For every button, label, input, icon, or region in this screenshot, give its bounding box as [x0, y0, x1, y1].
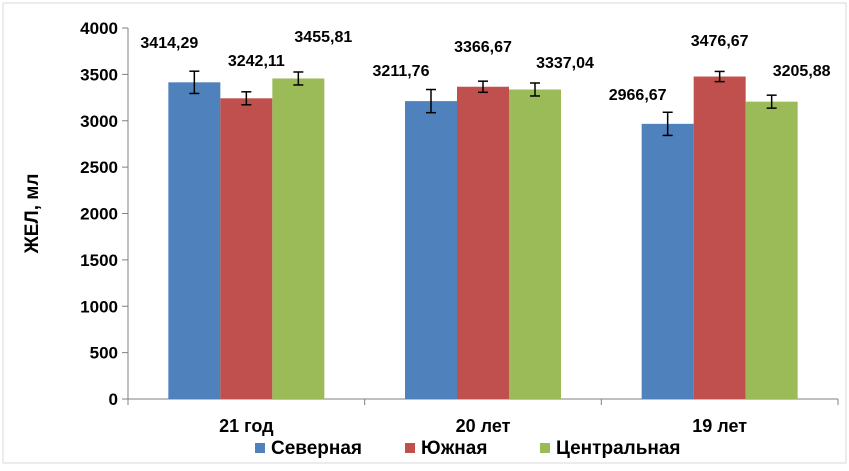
legend-swatch-3	[540, 443, 550, 453]
data-label: 3414,29	[140, 35, 198, 52]
data-label: 2966,67	[609, 87, 667, 104]
x-category-label: 21 год	[219, 416, 274, 436]
x-category-label: 19 лет	[692, 416, 747, 436]
data-label: 3242,11	[228, 53, 285, 70]
y-tick-label: 1000	[80, 297, 118, 316]
x-category-label: 20 лет	[456, 416, 511, 436]
bar-1-1	[168, 82, 221, 400]
bar-2-2	[457, 86, 509, 399]
data-label: 3337,04	[536, 55, 594, 72]
legend-label: Северная	[271, 438, 362, 459]
data-label: 3476,67	[691, 33, 749, 50]
y-tick-label: 2000	[80, 205, 118, 224]
y-tick-label: 0	[109, 390, 118, 409]
y-tick-label: 4000	[80, 19, 118, 38]
y-axis-label: ЖЕЛ, мл	[22, 174, 43, 255]
bar-3-1	[272, 78, 325, 399]
bar-3-2	[509, 89, 561, 400]
data-label: 3366,67	[454, 39, 512, 56]
bar-2-3	[693, 76, 746, 400]
chart-border	[2, 2, 847, 464]
bar-1-3	[641, 123, 694, 399]
legend-swatch-1	[255, 443, 265, 453]
legend-swatch-2	[405, 443, 415, 453]
y-tick-label: 3000	[80, 112, 118, 131]
data-label: 3211,76	[373, 63, 430, 80]
y-tick-label: 3500	[80, 65, 118, 84]
legend-label: Южная	[421, 438, 487, 459]
legend-label: Центральная	[556, 438, 681, 459]
y-tick-label: 1500	[80, 251, 118, 270]
data-label: 3205,88	[773, 63, 831, 80]
y-tick-label: 2500	[80, 158, 118, 177]
bar-2-1	[220, 98, 273, 399]
data-label: 3455,81	[294, 29, 352, 46]
bar-3-3	[745, 101, 798, 399]
y-tick-label: 500	[90, 344, 118, 363]
bar-1-2	[405, 101, 457, 400]
